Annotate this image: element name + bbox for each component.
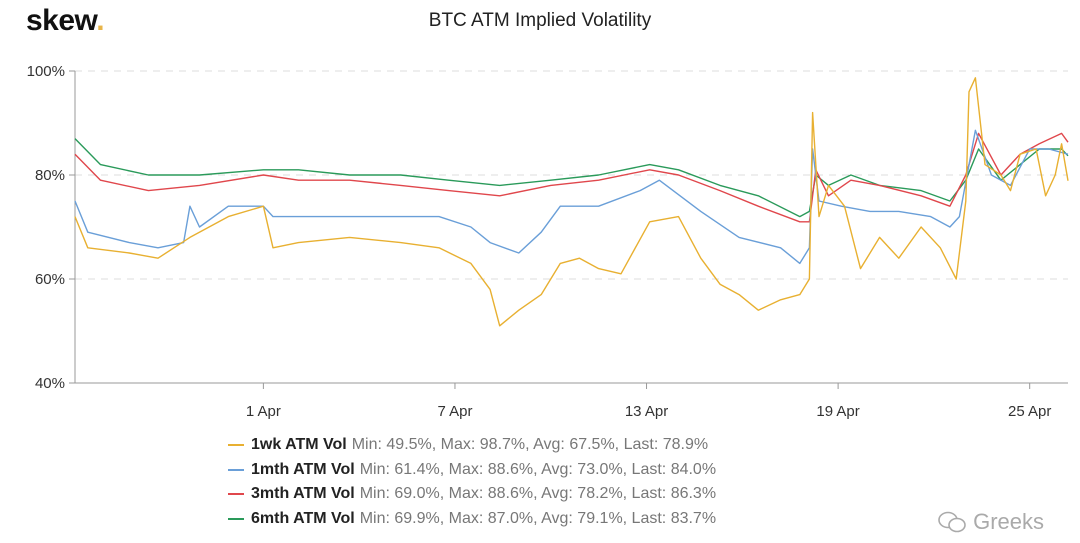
legend-series-stats: Min: 61.4%, Max: 88.6%, Avg: 73.0%, Last… [359, 460, 717, 478]
y-tick-label: 80% [35, 167, 65, 184]
series-line-6mth [74, 138, 1069, 218]
x-tick-label: 25 Apr [1008, 403, 1051, 420]
series-line-3mth [74, 132, 1069, 223]
logo-text: skew [26, 4, 97, 37]
legend-swatch [228, 444, 244, 447]
legend-item[interactable]: 3mth ATM Vol Min: 69.0%, Max: 88.6%, Avg:… [228, 482, 716, 507]
legend-item[interactable]: 1mth ATM Vol Min: 61.4%, Max: 88.6%, Avg:… [228, 458, 716, 483]
legend-swatch [228, 493, 244, 496]
watermark-text: Greeks [973, 509, 1044, 534]
legend-series-name: 1mth ATM Vol [251, 460, 355, 478]
x-tick-label: 13 Apr [625, 403, 668, 420]
x-tick-label: 19 Apr [816, 403, 859, 420]
logo-dot: . [96, 4, 105, 37]
wechat-icon [938, 511, 966, 533]
y-tick-label: 40% [35, 375, 65, 392]
y-tick-label: 100% [27, 63, 65, 80]
legend-series-name: 3mth ATM Vol [251, 485, 355, 502]
x-tick-label: 1 Apr [246, 403, 281, 420]
legend-swatch [228, 468, 244, 471]
legend-series-stats: Min: 69.9%, Max: 87.0%, Avg: 79.1%, Last… [359, 509, 717, 527]
legend-series-stats: Min: 69.0%, Max: 88.6%, Avg: 78.2%, Last… [359, 485, 717, 502]
legend: 1wk ATM Vol Min: 49.5%, Max: 98.7%, Avg: … [228, 433, 716, 531]
watermark: Greeks [937, 509, 1044, 535]
legend-swatch [228, 517, 244, 520]
legend-series-stats: Min: 49.5%, Max: 98.7%, Avg: 67.5%, Last… [351, 436, 709, 453]
legend-item[interactable]: 1wk ATM Vol Min: 49.5%, Max: 98.7%, Avg: … [228, 433, 716, 458]
y-tick-label: 60% [35, 271, 65, 288]
series-line-1mth [74, 129, 1069, 265]
legend-item[interactable]: 6mth ATM Vol Min: 69.9%, Max: 87.0%, Avg:… [228, 507, 716, 532]
legend-series-name: 1wk ATM Vol [251, 436, 347, 453]
legend-series-name: 6mth ATM Vol [251, 509, 355, 527]
series-line-1wk [74, 77, 1069, 327]
chart-title: BTC ATM Implied Volatility [428, 10, 652, 31]
x-tick-label: 7 Apr [437, 403, 472, 420]
skew-logo: skew. [26, 4, 105, 38]
